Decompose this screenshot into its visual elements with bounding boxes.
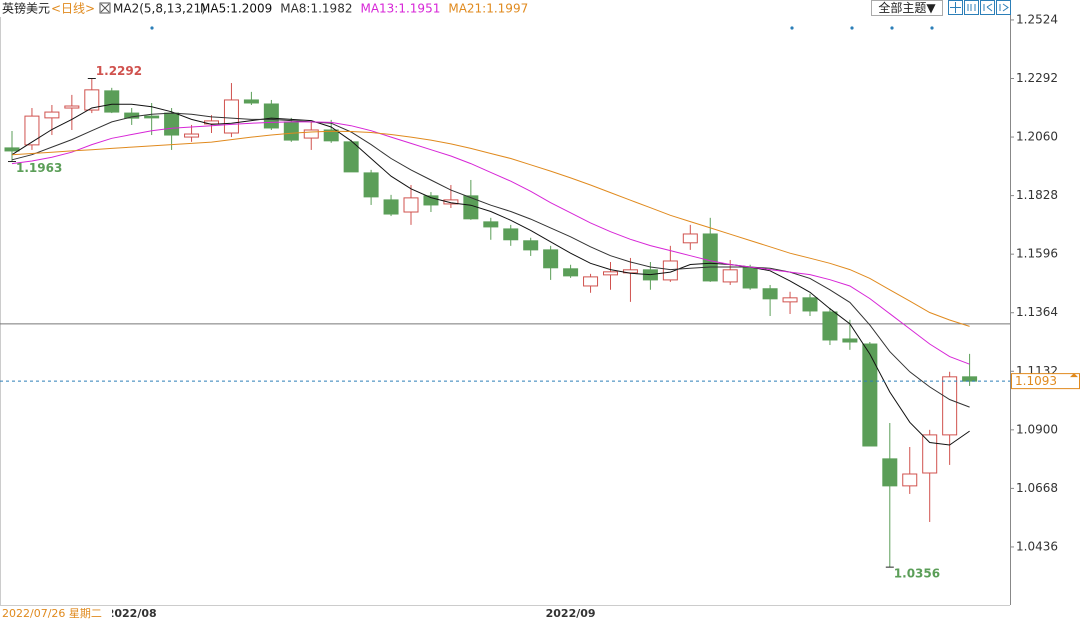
x-tick-label: 2022/09 xyxy=(546,607,596,620)
candle-body xyxy=(702,233,718,282)
theme-button[interactable] xyxy=(871,0,943,16)
candle-body xyxy=(962,376,978,382)
candle-body xyxy=(223,99,239,134)
candle-body xyxy=(44,111,60,119)
candle-body xyxy=(164,112,180,136)
candle-body xyxy=(323,129,339,142)
event-dot xyxy=(930,26,934,30)
candle-body xyxy=(922,434,938,474)
last-price-box xyxy=(1011,373,1080,390)
candle-body xyxy=(104,90,120,113)
candle-body xyxy=(263,103,279,129)
candle-body xyxy=(4,147,20,152)
theme-button-label[interactable]: 全部主题▼ xyxy=(878,0,936,15)
y-tick-label: 1.1828 xyxy=(1016,188,1058,202)
candle-body xyxy=(443,199,459,205)
y-tick-label: 1.0900 xyxy=(1016,422,1058,436)
candle-body xyxy=(84,89,100,111)
y-tick-label: 1.2524 xyxy=(1016,12,1058,26)
event-dot xyxy=(890,26,894,30)
candle-body xyxy=(543,249,559,269)
candle-body xyxy=(882,458,898,487)
candle-body xyxy=(283,121,299,141)
candle-body xyxy=(423,195,439,206)
candle-body xyxy=(343,141,359,173)
candle-body xyxy=(842,338,858,343)
candle-body xyxy=(682,233,698,244)
candle-body xyxy=(603,271,618,276)
last-price-label: 1.1093 xyxy=(1015,374,1057,388)
last-price-arrow xyxy=(1070,373,1078,378)
y-tick-label: 1.2060 xyxy=(1016,130,1058,144)
event-dot xyxy=(150,26,154,30)
icon-glyph xyxy=(967,4,976,11)
candle-body xyxy=(583,276,599,287)
ma-line xyxy=(11,103,970,446)
icon-glyph xyxy=(983,3,993,12)
toolbar-bg xyxy=(0,0,560,17)
legend-entry: MA21:1.1997 xyxy=(448,2,528,16)
annotation: 1.0356 xyxy=(894,567,940,581)
candle-body xyxy=(802,297,818,312)
candle-body xyxy=(782,297,798,303)
legend: MA5:1.2009 MA8:1.1982 MA13:1.1951 MA21:1.19… xyxy=(200,2,528,16)
candle-body xyxy=(563,268,579,277)
candle-body xyxy=(523,240,539,251)
candle-body xyxy=(722,269,738,283)
candle-body xyxy=(902,473,918,487)
candle-body xyxy=(483,221,499,228)
indicator-label: MA2(5,8,13,21) xyxy=(113,2,206,16)
candle-body xyxy=(144,115,160,119)
y-tick-label: 1.0668 xyxy=(1016,481,1058,495)
period-label[interactable]: <日线> xyxy=(51,2,95,16)
candle-body xyxy=(503,228,519,241)
legend-entry: MA8:1.1982 xyxy=(280,2,352,16)
annotation: 1.2292 xyxy=(96,64,142,78)
ma-line xyxy=(11,121,970,365)
candle-body xyxy=(243,99,259,104)
candle-body xyxy=(662,260,678,281)
candle-body xyxy=(363,172,379,198)
legend-entry: MA5:1.2009 xyxy=(200,2,272,16)
candle-body xyxy=(184,133,200,138)
toolbar-icons xyxy=(948,0,1011,15)
x-tick-label: 2022/08 xyxy=(107,607,157,620)
candle-body xyxy=(742,267,758,289)
candle-body xyxy=(762,288,778,300)
candle-body xyxy=(822,311,838,341)
event-dots xyxy=(150,26,934,30)
event-dot xyxy=(850,26,854,30)
y-tick-label: 1.2292 xyxy=(1016,71,1058,85)
candle-body xyxy=(24,115,40,146)
indicator-icon-cross xyxy=(100,3,110,13)
candle-body xyxy=(64,105,80,109)
instrument-title: 英镑美元 xyxy=(2,1,50,16)
icon-glyph xyxy=(950,2,961,13)
y-tick-label: 1.0436 xyxy=(1016,539,1058,553)
y-tick-label: 1.1596 xyxy=(1016,247,1058,261)
legend-entry: MA13:1.1951 xyxy=(360,2,440,16)
annotation: 1.1963 xyxy=(16,161,62,175)
y-tick-label: 1.1364 xyxy=(1016,305,1058,319)
cursor-date-bg xyxy=(0,606,112,624)
icon-glyph xyxy=(999,3,1009,12)
candle-body xyxy=(383,199,399,215)
event-dot xyxy=(790,26,794,30)
candle-body xyxy=(942,376,958,436)
plot: 1.25241.22921.20601.18281.15961.13641.11… xyxy=(0,12,1080,624)
candle-body xyxy=(303,129,319,139)
cursor-date: 2022/07/26 星期二 xyxy=(2,607,102,620)
candle-body xyxy=(862,343,878,447)
candle-body xyxy=(403,197,419,213)
ma-line xyxy=(11,130,970,327)
ma-line xyxy=(11,112,970,408)
